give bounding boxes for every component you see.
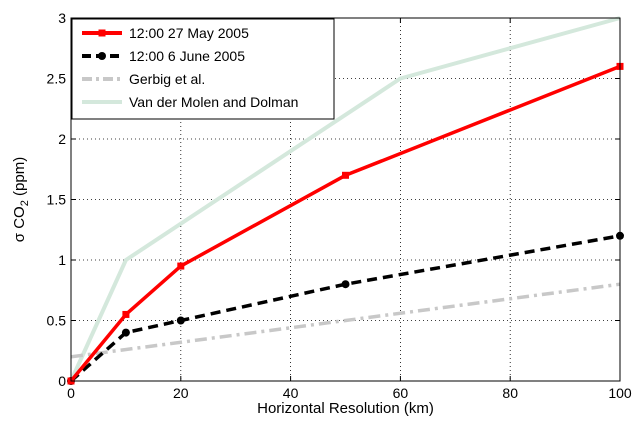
series-line [69,234,621,383]
y-tick-label: 0 [58,373,66,389]
data-point [122,310,130,318]
data-point [176,316,185,325]
series-2 [70,282,621,359]
legend-label: 12:00 27 May 2005 [129,25,249,41]
x-tick-label: 40 [283,385,299,401]
data-point [177,262,185,270]
y-tick-label: 1 [58,252,66,268]
x-tick-label: 80 [502,385,518,401]
y-tick-label: 0.5 [47,313,67,329]
y-tick-label: 1.5 [47,192,67,208]
series-3 [69,16,621,382]
data-point [342,171,349,179]
y-tick-label: 2.5 [47,71,67,87]
y-tick-label: 3 [58,10,66,26]
legend: 12:00 27 May 2005 12:00 6 June 2005 Gerbig… [71,18,335,120]
legend-entry: 12:00 27 May 2005 [82,25,249,41]
x-axis-label: Horizontal Resolution (km) [257,400,434,417]
x-tick-label: 0 [67,385,75,401]
legend-entry: Van der Molen and Dolman [82,94,298,110]
series-1 [67,231,624,385]
y-axis-label-subscript: 2 [19,200,31,206]
x-tick-label: 20 [173,385,189,401]
legend-label: Van der Molen and Dolman [129,94,298,110]
series-line [70,282,621,359]
legend-marker [98,29,106,37]
legend-label: Gerbig et al. [129,71,205,87]
legend-label: 12:00 6 June 2005 [129,48,245,64]
y-axis-label-unit: (ppm) [11,157,28,200]
y-axis-label: σ CO2 (ppm) [11,157,31,242]
legend-entry: Gerbig et al. [82,71,205,87]
data-point [341,280,350,289]
legend-marker [98,52,106,60]
y-axis-label-main: σ CO [11,206,28,242]
y-tick-label: 2 [58,131,66,147]
data-point [121,328,130,337]
legend-entry: 12:00 6 June 2005 [82,48,245,64]
x-tick-label: 100 [608,385,632,401]
x-tick-label: 60 [393,385,409,401]
series-line [69,16,621,382]
axis-ticks: 0 20 40 60 80 100 0 0.5 1 1.5 2 2.5 3 [47,10,632,401]
